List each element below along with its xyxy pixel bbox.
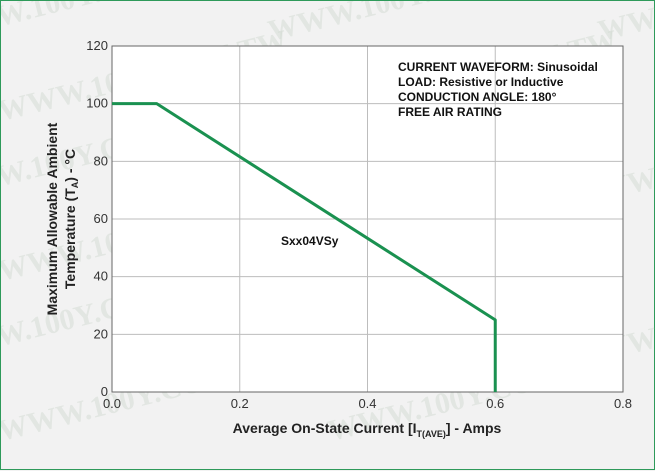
y-axis-label-line-1: Maximum Allowable Ambient <box>44 122 60 315</box>
annotation-line-4: FREE AIR RATING <box>398 105 502 119</box>
x-axis-label-main: Average On-State Current [I <box>233 420 417 436</box>
x-axis-label-tail: ] - Amps <box>446 420 502 436</box>
watermark-text: WWW.100Y.COM.TW <box>265 1 561 48</box>
y-tick-label: 40 <box>94 269 108 284</box>
x-tick-label: 0.6 <box>486 396 504 411</box>
x-tick-label: 0.2 <box>231 396 249 411</box>
watermark-text: WWW.100Y.COM.TW <box>1 1 231 48</box>
y-axis-label-line-2: Temperature (TA) - °C <box>62 149 80 289</box>
y-tick-label: 0 <box>101 384 108 399</box>
y-axis-label-line-2-post: ) - °C <box>62 149 78 182</box>
y-tick-label: 80 <box>94 153 108 168</box>
y-axis-label-line-2-pre: Temperature (T <box>62 188 78 289</box>
y-tick-label: 100 <box>86 96 108 111</box>
annotation-line-1: CURRENT WAVEFORM: Sinusoidal <box>398 60 598 74</box>
y-tick-label: 120 <box>86 38 108 53</box>
annotation-line-3: CONDUCTION ANGLE: 180° <box>398 90 557 104</box>
x-tick-label: 0.4 <box>358 396 376 411</box>
annotation-line-2: LOAD: Resistive or Inductive <box>398 75 564 89</box>
y-tick-label: 60 <box>94 211 108 226</box>
series-label: Sxx04VSy <box>281 234 339 248</box>
y-tick-label: 20 <box>94 326 108 341</box>
x-tick-label: 0.8 <box>614 396 632 411</box>
x-axis-label-sub: T(AVE) <box>417 429 446 439</box>
